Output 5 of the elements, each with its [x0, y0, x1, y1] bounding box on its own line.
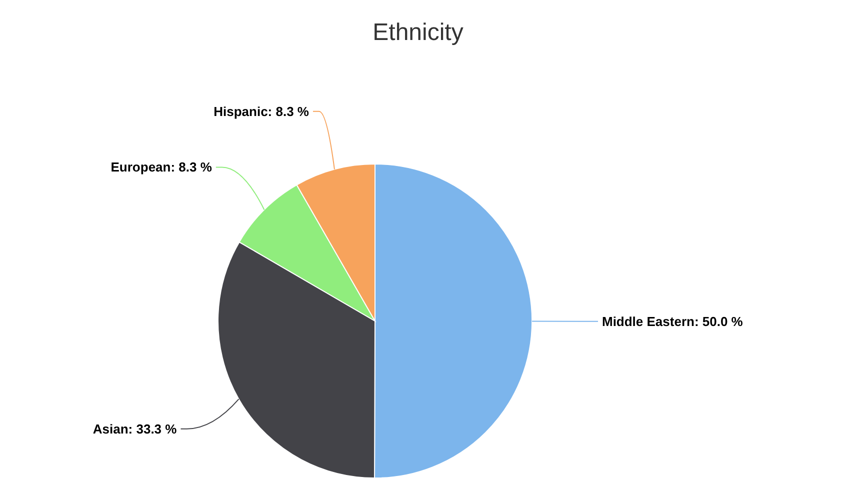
chart-title: Ethnicity — [372, 19, 464, 46]
slice-label: Middle Eastern: 50.0 % — [602, 314, 744, 329]
slice-label: Asian: 33.3 % — [92, 421, 178, 436]
slice-label: European: 8.3 % — [110, 160, 212, 175]
slice-label: Hispanic: 8.3 % — [214, 104, 310, 119]
